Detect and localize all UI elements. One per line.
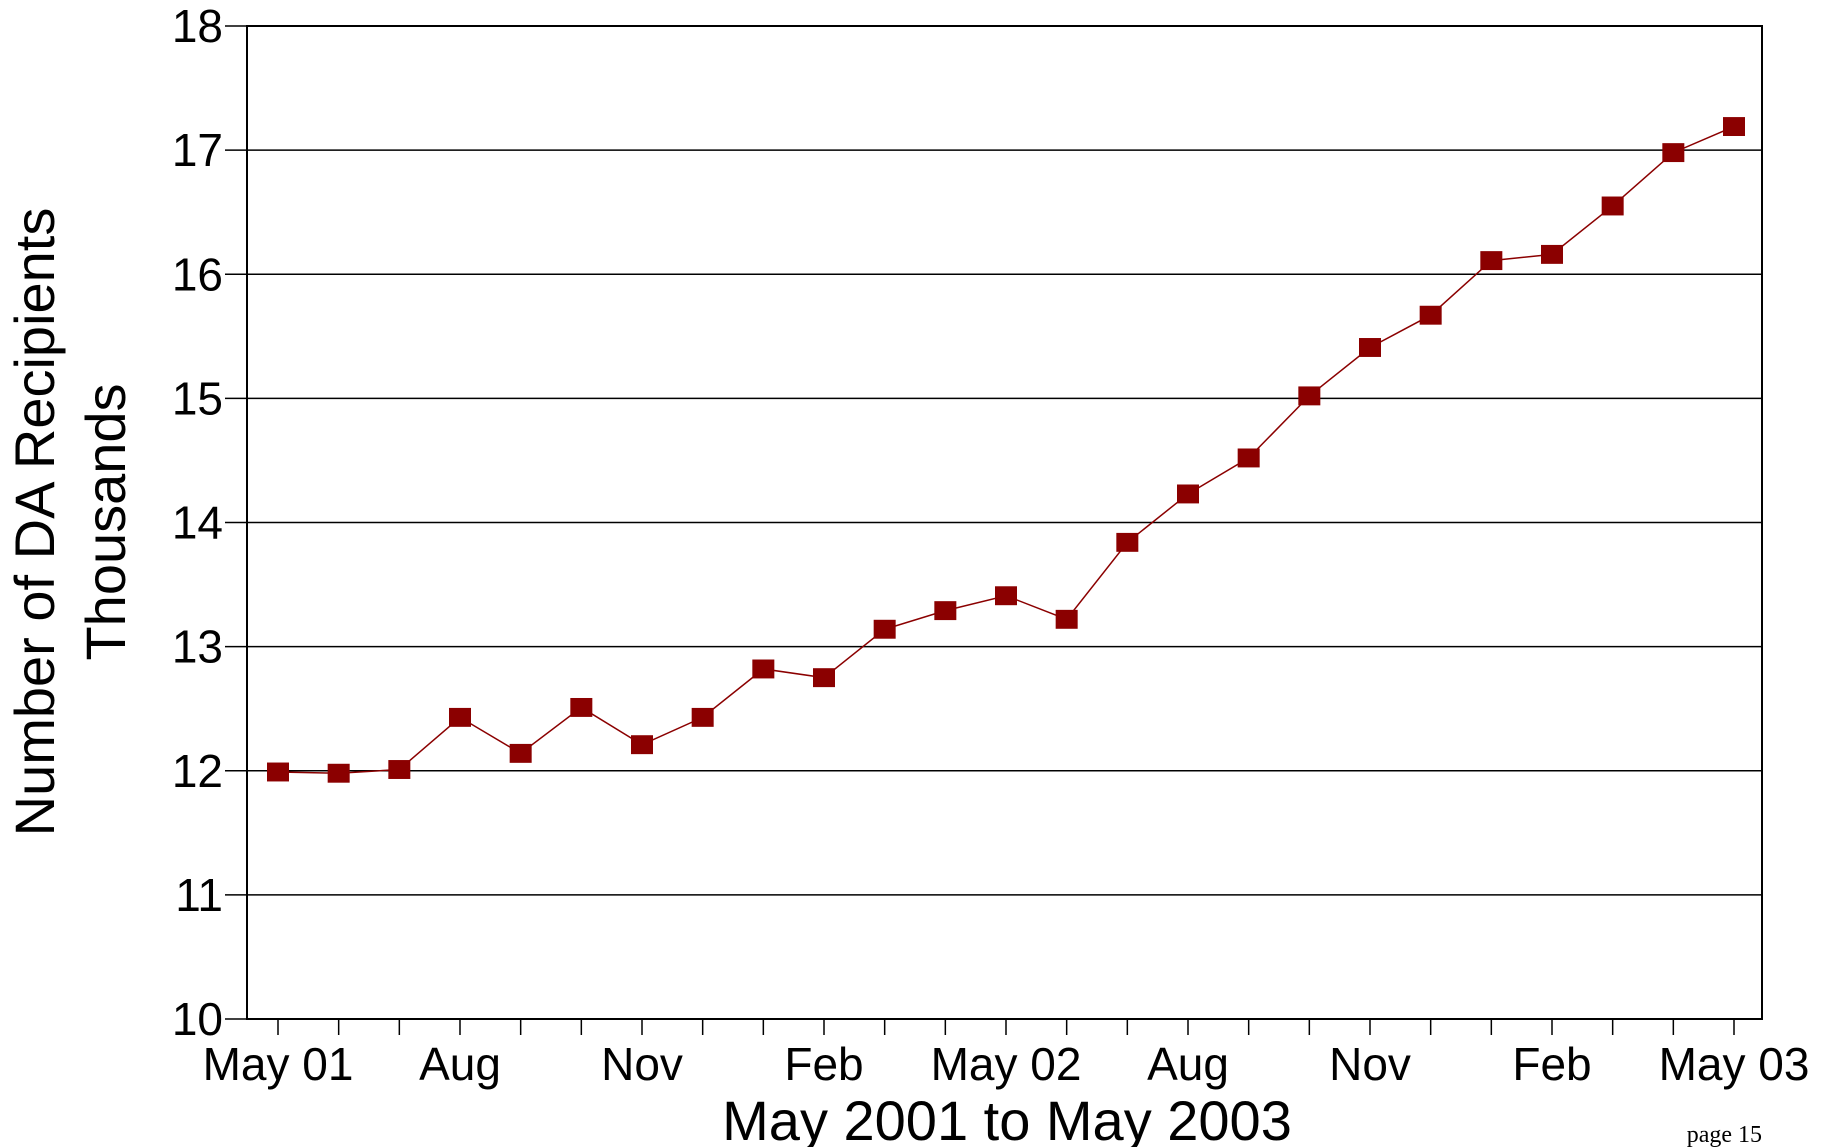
- x-tick-label: May 01: [203, 1038, 354, 1090]
- x-tick-label: Feb: [1512, 1038, 1591, 1090]
- data-point: [1177, 484, 1199, 504]
- y-tick-label: 12: [172, 745, 223, 797]
- data-point: [1723, 117, 1745, 137]
- data-point: [1419, 305, 1442, 325]
- data-point: [1541, 244, 1563, 264]
- data-point: [1662, 143, 1685, 163]
- series-line: [277, 125, 1735, 774]
- y-tick-label: 17: [172, 124, 223, 176]
- x-tick-label: Nov: [1329, 1038, 1411, 1090]
- data-point: [1298, 386, 1321, 406]
- data-point: [752, 659, 775, 679]
- x-tick-label: Nov: [601, 1038, 683, 1090]
- y-axis: 10 11 12 13 14 15 16 17 18: [172, 0, 247, 1045]
- data-point: [934, 601, 957, 621]
- y-tick-label: 11: [175, 869, 223, 921]
- data-point: [1237, 448, 1260, 468]
- data-point: [631, 735, 653, 755]
- x-tick-label: Feb: [784, 1038, 863, 1090]
- data-point: [1601, 196, 1624, 216]
- gridlines: [247, 149, 1762, 896]
- data-point: [449, 707, 471, 727]
- data-point: [509, 743, 532, 763]
- x-tick-label: May 02: [931, 1038, 1082, 1090]
- y-tick-label: 14: [172, 497, 223, 549]
- page-number: page 15: [1687, 1122, 1762, 1147]
- y-axis-subtitle: Thousands: [74, 383, 137, 660]
- x-tick-label: May 03: [1659, 1038, 1810, 1090]
- y-tick-label: 18: [172, 0, 223, 52]
- data-point: [873, 619, 896, 639]
- x-axis-title: May 2001 to May 2003: [722, 1089, 1292, 1147]
- data-point: [1116, 532, 1139, 552]
- data-point: [267, 762, 289, 782]
- data-point: [570, 697, 593, 717]
- series-da-recipients: [267, 117, 1745, 783]
- y-tick-label: 15: [172, 372, 223, 424]
- data-point: [388, 760, 411, 779]
- y-tick-label: 13: [172, 621, 223, 673]
- y-tick-label: 16: [172, 248, 223, 300]
- data-point: [1480, 251, 1503, 271]
- y-axis-title: Number of DA Recipients: [3, 208, 66, 837]
- data-point: [1055, 609, 1078, 629]
- data-point: [813, 668, 835, 688]
- x-tick-label: Aug: [419, 1038, 501, 1090]
- x-tick-label: Aug: [1147, 1038, 1229, 1090]
- data-point: [691, 707, 714, 727]
- y-tick-label: 10: [172, 993, 223, 1045]
- data-point: [327, 763, 350, 783]
- data-point: [995, 586, 1017, 606]
- x-axis: May 01 Aug Nov Feb May 02 Aug Nov Feb May 03: [203, 1019, 1810, 1090]
- data-point: [1359, 338, 1381, 357]
